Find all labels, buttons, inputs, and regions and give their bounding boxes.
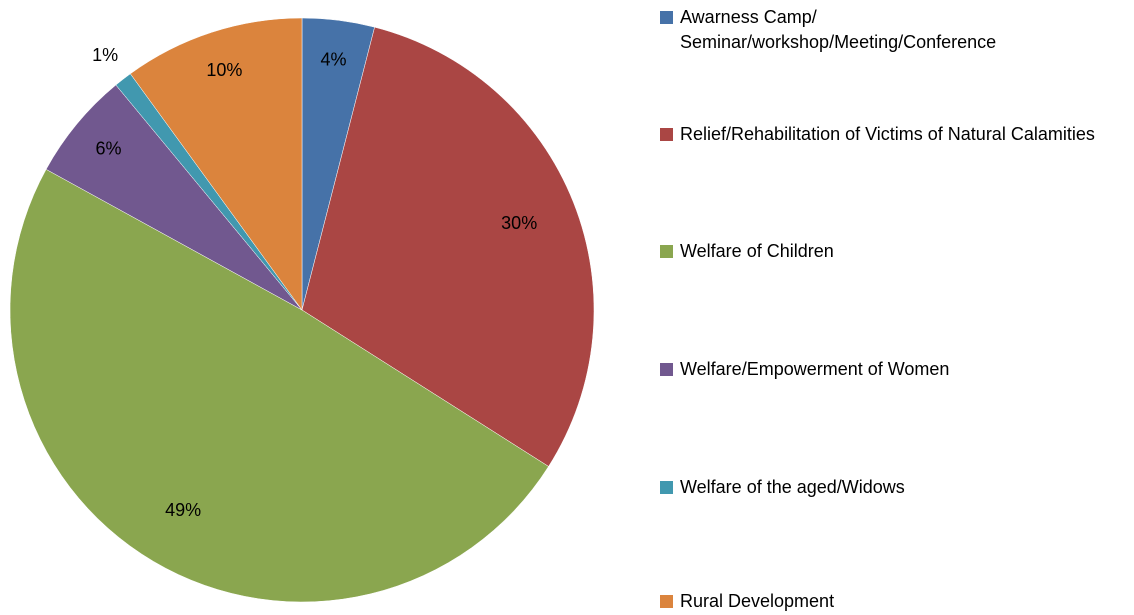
data-label: 4%	[320, 50, 346, 70]
legend-swatch	[660, 245, 673, 258]
data-label: 30%	[501, 213, 537, 233]
legend-swatch	[660, 11, 673, 24]
legend-swatch	[660, 128, 673, 141]
legend-label: Welfare of the aged/Widows	[680, 477, 905, 497]
pie-slice	[9, 168, 549, 603]
data-label: 49%	[165, 500, 201, 520]
legend: Awarness Camp/ Seminar/workshop/Meeting/…	[660, 0, 1134, 615]
pie-chart: 4% 30% 49% 6% 1% 10%	[9, 17, 595, 603]
legend-item: Awarness Camp/ Seminar/workshop/Meeting/…	[660, 5, 1120, 55]
legend-item: Welfare of Children	[660, 239, 1120, 264]
legend-label: Welfare/Empowerment of Women	[680, 359, 950, 379]
legend-swatch	[660, 363, 673, 376]
pie-slice	[130, 17, 303, 311]
legend-label: Awarness Camp/ Seminar/workshop/Meeting/…	[680, 7, 997, 52]
legend-item: Relief/Rehabilitation of Victims of Natu…	[660, 122, 1120, 147]
legend-label: Relief/Rehabilitation of Victims of Natu…	[680, 124, 1095, 144]
data-label: 1%	[92, 45, 118, 65]
pie-slice	[301, 26, 595, 467]
data-label: 6%	[96, 139, 122, 159]
legend-swatch	[660, 595, 673, 608]
legend-swatch	[660, 481, 673, 494]
legend-label: Rural Development	[680, 591, 835, 611]
legend-item: Welfare of the aged/Widows	[660, 475, 1120, 500]
legend-item: Rural Development	[660, 589, 1120, 614]
legend-item: Welfare/Empowerment of Women	[660, 357, 1120, 382]
legend-label: Welfare of Children	[680, 241, 834, 261]
data-label: 10%	[206, 60, 242, 80]
